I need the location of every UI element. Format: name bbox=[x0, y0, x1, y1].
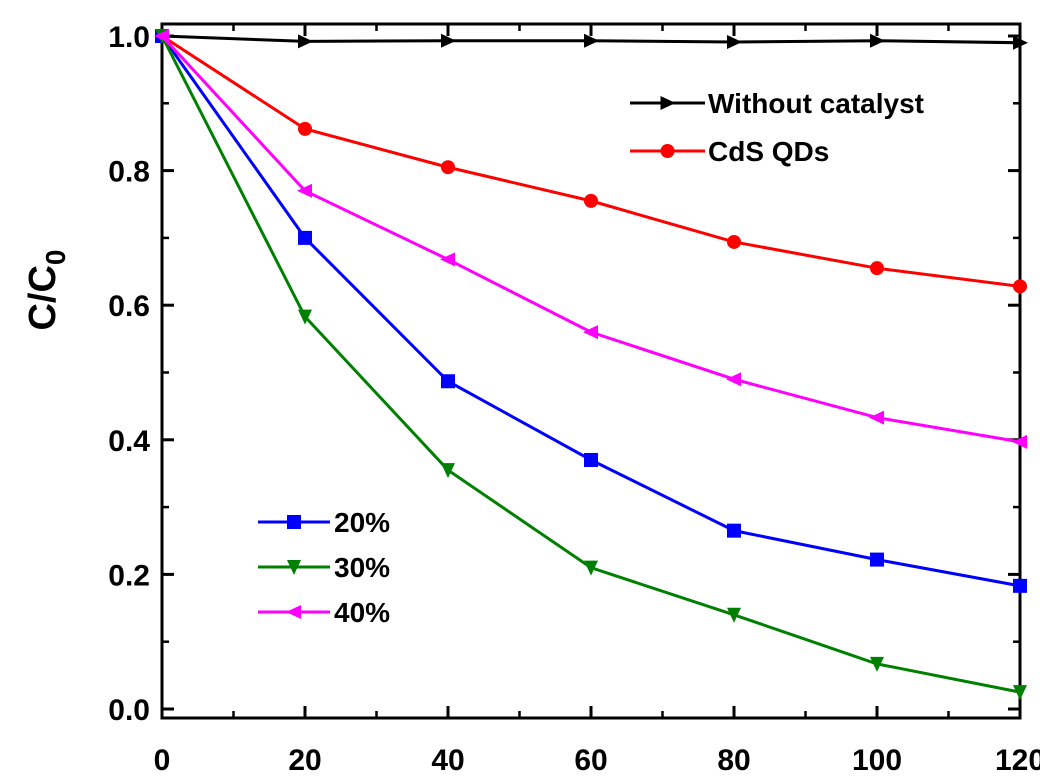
series-30- bbox=[155, 29, 1027, 701]
legend-swatch-marker bbox=[287, 515, 301, 529]
legend-item: CdS QDs bbox=[630, 136, 829, 167]
data-point bbox=[440, 252, 455, 267]
series-40- bbox=[154, 29, 1027, 449]
data-point bbox=[1013, 279, 1027, 294]
x-tick-label: 20 bbox=[288, 744, 321, 777]
data-point bbox=[298, 34, 313, 49]
data-point bbox=[727, 523, 741, 538]
data-point bbox=[870, 261, 884, 276]
x-tick-label: 80 bbox=[717, 744, 750, 777]
data-point bbox=[1013, 578, 1027, 593]
legend-bottom-left: 20% 30% 40% bbox=[258, 507, 390, 628]
data-point bbox=[298, 121, 312, 136]
series-layer bbox=[154, 29, 1028, 701]
legend-swatch-marker bbox=[286, 605, 301, 619]
data-point bbox=[727, 35, 742, 50]
y-tick-label: 0.2 bbox=[108, 559, 150, 592]
data-point bbox=[1013, 35, 1028, 50]
legend-label: 40% bbox=[334, 597, 390, 628]
x-tick-label: 120 bbox=[995, 744, 1040, 777]
legend-label: Without catalyst bbox=[708, 88, 924, 119]
y-tick-label: 0.0 bbox=[108, 694, 150, 727]
legend-top-right: Without catalyst CdS QDs bbox=[630, 88, 924, 167]
x-tick-label: 60 bbox=[574, 744, 607, 777]
series-line bbox=[160, 35, 1021, 694]
data-point bbox=[726, 372, 741, 387]
data-point bbox=[584, 452, 598, 467]
data-point bbox=[441, 463, 455, 479]
legend-label: 20% bbox=[334, 507, 390, 538]
data-point bbox=[298, 309, 312, 325]
y-axis-label-subscript: 0 bbox=[40, 249, 71, 265]
series-cds-qds bbox=[155, 29, 1027, 294]
data-point bbox=[154, 29, 169, 43]
legend-item: 30% bbox=[258, 552, 390, 583]
legends: Without catalyst CdS QDs 20% 30% 40% bbox=[258, 88, 924, 628]
data-point bbox=[584, 33, 599, 48]
legend-label: CdS QDs bbox=[708, 136, 829, 167]
legend-item: Without catalyst bbox=[630, 88, 924, 119]
data-point bbox=[870, 33, 885, 48]
legend-swatch-marker bbox=[660, 144, 675, 158]
data-point bbox=[727, 234, 741, 249]
data-point bbox=[441, 33, 456, 48]
legend-swatch-marker bbox=[660, 96, 676, 110]
data-point bbox=[1012, 434, 1027, 449]
data-point bbox=[727, 607, 741, 623]
data-point bbox=[297, 183, 312, 198]
legend-swatch-marker bbox=[287, 560, 301, 575]
y-tick-label: 0.4 bbox=[108, 425, 150, 458]
y-tick-label: 0.6 bbox=[108, 290, 150, 323]
x-tick-label: 100 bbox=[852, 744, 902, 777]
data-point bbox=[441, 160, 455, 175]
data-point bbox=[298, 230, 312, 245]
data-point bbox=[584, 193, 598, 208]
y-tick-label: 1.0 bbox=[108, 21, 150, 54]
series-line bbox=[161, 34, 1021, 288]
data-point bbox=[441, 374, 455, 389]
data-point bbox=[870, 552, 884, 567]
data-point bbox=[583, 325, 598, 340]
y-axis-label: C/C0 bbox=[22, 249, 71, 330]
y-tick-label: 0.8 bbox=[108, 156, 150, 189]
data-point bbox=[584, 560, 598, 576]
data-point bbox=[870, 656, 884, 672]
data-point bbox=[1013, 685, 1027, 701]
x-tick-label: 40 bbox=[431, 744, 464, 777]
legend-label: 30% bbox=[334, 552, 390, 583]
legend-item: 20% bbox=[258, 507, 390, 538]
axes: 0 20 40 60 80 100 120 0.0 0.2 0.4 0.6 0.8 1.0 bbox=[108, 21, 1040, 777]
x-tick-label: 0 bbox=[154, 744, 171, 777]
y-axis-label-main: C/C bbox=[22, 265, 64, 330]
legend-item: 40% bbox=[258, 597, 390, 628]
data-point bbox=[869, 410, 884, 425]
